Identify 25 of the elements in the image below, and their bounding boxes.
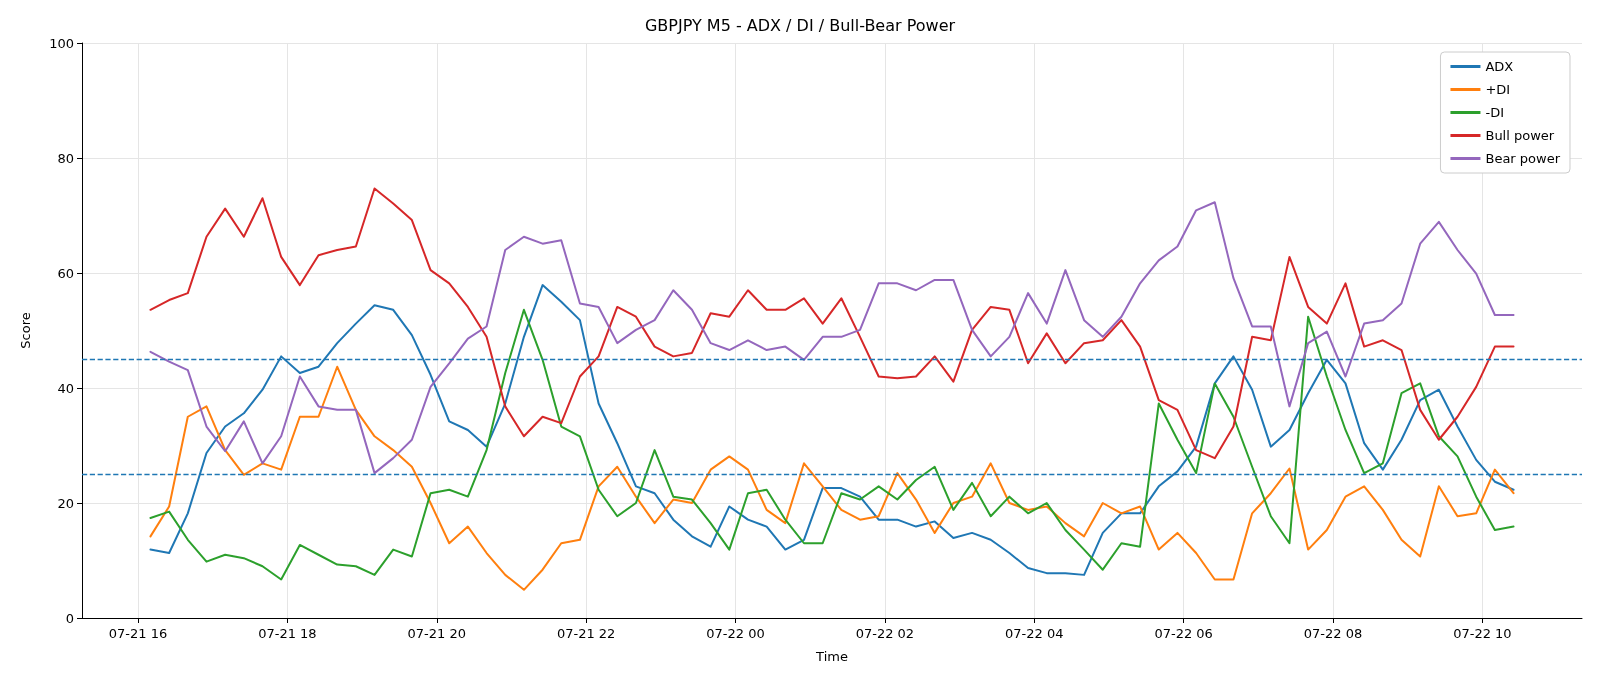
- x-axis-title: Time: [815, 649, 848, 664]
- x-tick-label: 07-22 00: [706, 626, 765, 641]
- y-tick-label: 40: [57, 380, 74, 396]
- y-tick-label: 100: [49, 35, 74, 51]
- x-tick-label: 07-21 18: [258, 626, 317, 641]
- line-series: [149, 365, 1515, 591]
- y-tick-label: 0: [65, 610, 74, 626]
- y-tick-label: 20: [57, 495, 74, 511]
- x-tick-label: 07-22 08: [1303, 626, 1363, 641]
- legend-label: -DI: [1485, 105, 1505, 120]
- x-tick-label: 07-22 06: [1154, 626, 1213, 641]
- y-tick-label: 80: [57, 150, 74, 166]
- legend-label: ADX: [1485, 59, 1514, 74]
- legend-label: Bull power: [1485, 128, 1555, 143]
- x-tick-label: 07-22 02: [855, 626, 915, 641]
- chart-title: GBPJPY M5 - ADX / DI / Bull-Bear Power: [644, 15, 956, 35]
- x-tick-label: 07-22 04: [1005, 626, 1064, 641]
- y-tick-label: 60: [57, 265, 74, 281]
- x-tick-label: 07-21 20: [407, 626, 466, 641]
- legend-label: Bear power: [1485, 151, 1561, 166]
- y-axis-title: Score: [18, 312, 33, 349]
- x-tick-label: 07-21 22: [556, 626, 616, 641]
- x-tick-label: 07-22 10: [1453, 626, 1512, 641]
- x-tick-label: 07-21 16: [108, 626, 168, 641]
- legend-label: +DI: [1485, 82, 1511, 97]
